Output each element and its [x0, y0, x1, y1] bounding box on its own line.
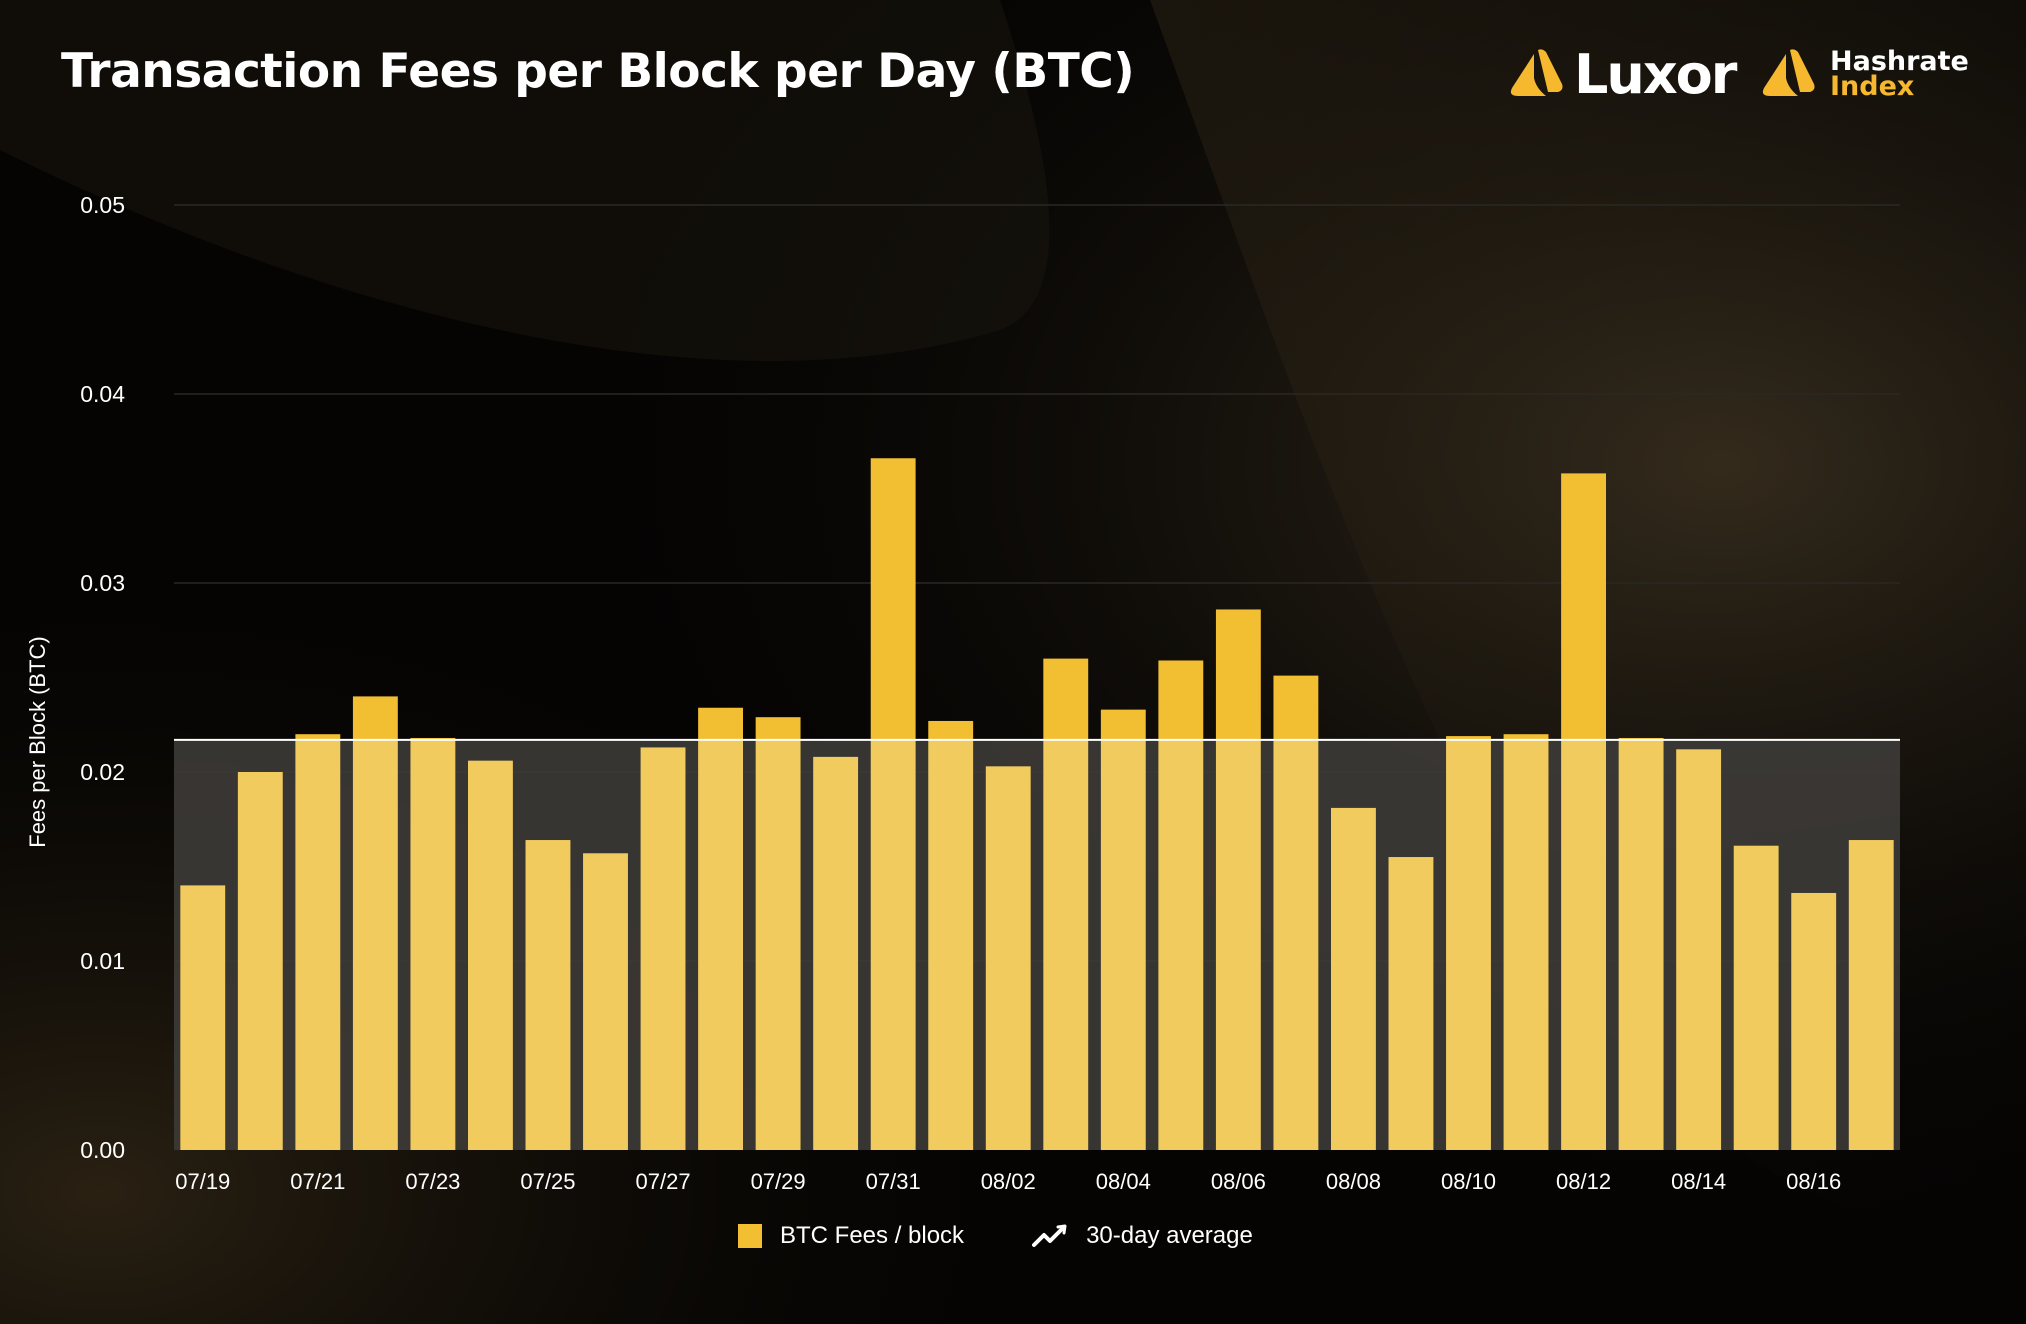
hashrate-index-word-2: Index — [1830, 71, 1915, 102]
y-tick-labels: 0.00 0.01 0.02 0.03 0.04 0.05 — [80, 192, 125, 1163]
bar-upper-07/29 — [755, 717, 801, 740]
bar-upper-08/10 — [1446, 736, 1491, 740]
bar-upper-07/21 — [295, 734, 341, 740]
bar-08/16 — [1791, 892, 1837, 1150]
bar-08/17 — [1848, 840, 1894, 1150]
bar-08/09 — [1388, 857, 1434, 1150]
y-tick-label: 0.03 — [80, 570, 125, 596]
average-band — [174, 739, 1900, 1150]
bar-upper-07/28 — [698, 707, 744, 740]
legend: BTC Fees / block 30-day average — [738, 1222, 1253, 1250]
bar-lower-07/28 — [698, 739, 744, 1150]
y-tick-label: 0.00 — [80, 1137, 125, 1163]
bar-07/20 — [237, 772, 283, 1150]
luxor-mark-icon — [1510, 49, 1563, 96]
chart-title: Transaction Fees per Block per Day (BTC) — [61, 44, 1135, 99]
x-tick-label: 08/06 — [1211, 1169, 1266, 1194]
x-tick-labels: 07/19 07/21 07/23 07/25 07/27 07/29 07/31 08/02… — [175, 1169, 1841, 1194]
bar-lower-08/11 — [1503, 739, 1549, 1150]
bar-lower-08/03 — [1043, 739, 1089, 1150]
x-tick-label: 08/04 — [1096, 1169, 1151, 1194]
y-tick-label: 0.05 — [80, 192, 125, 218]
x-tick-label: 08/02 — [981, 1169, 1036, 1194]
bar-07/19 — [180, 885, 226, 1150]
bar-lower-07/21 — [295, 739, 341, 1150]
bar-lower-08/07 — [1273, 739, 1319, 1150]
bar-lower-07/22 — [352, 739, 398, 1150]
bar-07/24 — [467, 760, 513, 1150]
bar-upper-07/22 — [352, 696, 398, 740]
bar-upper-08/01 — [928, 720, 974, 740]
bar-upper-08/07 — [1273, 675, 1319, 740]
bar-08/08 — [1330, 807, 1376, 1150]
bar-08/02 — [985, 766, 1031, 1150]
legend-bars-label: BTC Fees / block — [780, 1222, 965, 1249]
hashrate-index-logo[interactable]: Hashrate Index — [1760, 44, 1969, 104]
y-axis-label: Fees per Block (BTC) — [25, 636, 50, 848]
hashrate-index-word-1: Hashrate — [1830, 46, 1969, 77]
bars — [180, 458, 1894, 1150]
x-tick-label: 07/31 — [866, 1169, 921, 1194]
bar-lower-08/10 — [1446, 739, 1491, 1150]
legend-line-label: 30-day average — [1086, 1222, 1253, 1249]
x-tick-label: 08/10 — [1441, 1169, 1496, 1194]
bar-lower-08/05 — [1158, 739, 1204, 1150]
x-tick-label: 07/25 — [520, 1169, 575, 1194]
bar-08/15 — [1733, 845, 1779, 1150]
bar-lower-07/29 — [755, 739, 801, 1150]
x-tick-label: 07/21 — [290, 1169, 345, 1194]
bar-upper-08/06 — [1215, 609, 1261, 740]
legend-bars-swatch — [738, 1224, 762, 1248]
y-tick-label: 0.04 — [80, 381, 125, 407]
bar-07/25 — [525, 840, 571, 1150]
y-tick-label: 0.01 — [80, 948, 125, 974]
bar-upper-08/05 — [1158, 660, 1204, 740]
x-tick-label: 08/08 — [1326, 1169, 1381, 1194]
x-tick-label: 07/27 — [636, 1169, 691, 1194]
trend-line-icon — [1032, 1224, 1067, 1247]
bar-upper-08/11 — [1503, 734, 1549, 740]
bar-lower-07/31 — [870, 739, 916, 1150]
x-tick-label: 08/14 — [1671, 1169, 1726, 1194]
y-tick-label: 0.02 — [80, 759, 125, 785]
luxor-logo[interactable]: Luxor — [1508, 42, 1737, 106]
average-band-fill — [174, 739, 1900, 1150]
bar-lower-07/23 — [410, 739, 456, 1150]
bar-lower-08/13 — [1618, 739, 1664, 1150]
bar-07/26 — [583, 853, 628, 1150]
x-tick-label: 08/16 — [1786, 1169, 1841, 1194]
bar-07/27 — [640, 747, 686, 1150]
bar-lower-08/04 — [1100, 739, 1146, 1150]
bar-upper-07/31 — [870, 458, 916, 740]
bar-lower-08/06 — [1215, 739, 1261, 1150]
bar-08/14 — [1676, 749, 1722, 1150]
bar-lower-08/01 — [928, 739, 974, 1150]
bar-lower-08/12 — [1561, 739, 1607, 1150]
x-tick-label: 07/23 — [405, 1169, 460, 1194]
hashrate-index-mark-icon — [1762, 49, 1815, 96]
bar-07/30 — [813, 756, 859, 1150]
x-tick-label: 08/12 — [1556, 1169, 1611, 1194]
bar-upper-08/03 — [1043, 658, 1089, 740]
bar-upper-08/04 — [1100, 709, 1146, 740]
x-tick-label: 07/19 — [175, 1169, 230, 1194]
x-tick-label: 07/29 — [751, 1169, 806, 1194]
luxor-wordmark: Luxor — [1574, 42, 1737, 106]
bar-upper-08/12 — [1561, 473, 1607, 740]
